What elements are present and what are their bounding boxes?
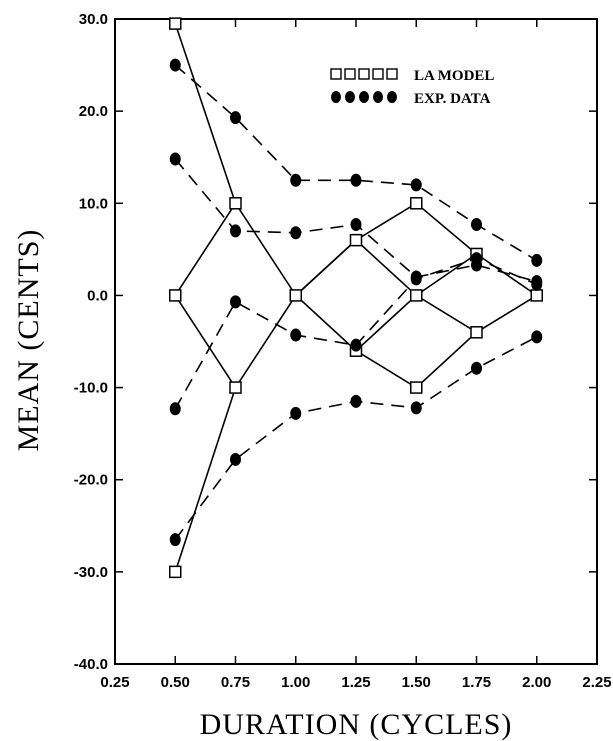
x-tick-label: 1.50	[402, 674, 431, 691]
la-model-point	[169, 565, 182, 579]
data-markers	[169, 17, 543, 579]
exp-data-point	[169, 152, 181, 166]
legend-circle-marker	[345, 91, 355, 103]
exp-data-point	[350, 394, 362, 408]
exp-data-point	[410, 401, 422, 415]
la-model-point	[289, 289, 302, 302]
x-tick-label: 1.75	[462, 674, 491, 691]
la-model-point	[470, 326, 483, 339]
legend-label-la-model: LA MODEL	[414, 68, 494, 84]
x-tick-label: 1.00	[281, 674, 310, 691]
exp-data-point	[410, 178, 422, 192]
exp-data-point	[471, 217, 482, 231]
y-tick-label: -30.0	[74, 564, 108, 581]
x-tick-label: 1.25	[341, 674, 370, 691]
exp-data-point	[350, 338, 362, 352]
x-tick-label: 2.00	[522, 674, 551, 691]
legend-circle-marker	[331, 91, 341, 103]
la-model-point	[169, 17, 182, 30]
legend-marks	[330, 68, 398, 103]
legend: LA MODEL EXP. DATA	[330, 68, 494, 107]
x-tick-label: 0.25	[100, 674, 129, 691]
legend-circle-marker	[387, 91, 397, 103]
legend-square-marker	[330, 68, 342, 80]
la-model-point	[410, 197, 423, 210]
legend-label-exp-data: EXP. DATA	[414, 91, 491, 107]
la-model-series-line-4	[295, 239, 357, 296]
exp-data-point	[290, 328, 302, 342]
legend-square-marker	[386, 68, 398, 80]
la-model-point	[410, 381, 423, 394]
y-tick-label: -40.0	[74, 656, 108, 673]
la-model-point	[229, 381, 242, 394]
exp-data-point	[169, 533, 181, 547]
exp-data-point	[531, 330, 543, 344]
exp-data-point	[230, 452, 241, 466]
y-axis-title: MEAN (CENTS)	[12, 229, 45, 452]
legend-square-marker	[358, 68, 370, 80]
exp-data-point	[290, 173, 302, 187]
legend-circle-marker	[359, 91, 369, 103]
x-tick-labels: 0.25 0.50 0.75 1.00 1.25 1.50 1.75 2.00 2.25	[100, 674, 611, 691]
exp-data-point	[290, 406, 302, 420]
y-tick-label: 10.0	[79, 195, 108, 212]
exp-data-point	[230, 224, 241, 238]
la-model-series-line-3	[174, 294, 237, 389]
exp-data-point	[350, 173, 362, 187]
y-tick-label: 0.0	[87, 287, 108, 304]
y-tick-label: 20.0	[79, 103, 108, 120]
y-tick-labels: 30.0 20.0 10.0 0.0 -10.0 -20.0 -30.0 -40.0	[74, 11, 108, 673]
exp-data-series-line-10	[174, 336, 538, 541]
x-tick-label: 0.75	[221, 674, 250, 691]
x-tick-label: 2.25	[582, 674, 611, 691]
exp-data-point	[471, 252, 482, 266]
exp-data-point	[290, 226, 302, 240]
exp-data-point	[169, 58, 181, 72]
y-tick-label: -20.0	[74, 472, 108, 489]
exp-data-point	[410, 272, 422, 286]
x-tick-label: 0.50	[161, 674, 190, 691]
x-axis-title: DURATION (CYCLES)	[200, 708, 513, 741]
la-model-series-line-5	[355, 239, 477, 333]
exp-data-point	[169, 402, 181, 416]
la-model-series-line-2	[174, 202, 237, 296]
la-model-point	[169, 289, 182, 302]
la-model-point	[410, 289, 423, 302]
y-tick-label: -10.0	[74, 380, 108, 397]
exp-data-point	[471, 361, 482, 375]
exp-data-point	[531, 253, 543, 267]
la-model-point	[229, 197, 242, 210]
la-model-point	[349, 233, 363, 247]
exp-data-point	[230, 111, 241, 125]
exp-data-point	[230, 295, 241, 309]
legend-square-marker	[372, 68, 384, 80]
y-tick-label: 30.0	[79, 11, 108, 28]
legend-circle-marker	[373, 91, 383, 103]
exp-data-point	[531, 277, 543, 291]
exp-data-point	[350, 217, 362, 231]
legend-square-marker	[344, 68, 356, 80]
la-model-point	[530, 289, 543, 302]
